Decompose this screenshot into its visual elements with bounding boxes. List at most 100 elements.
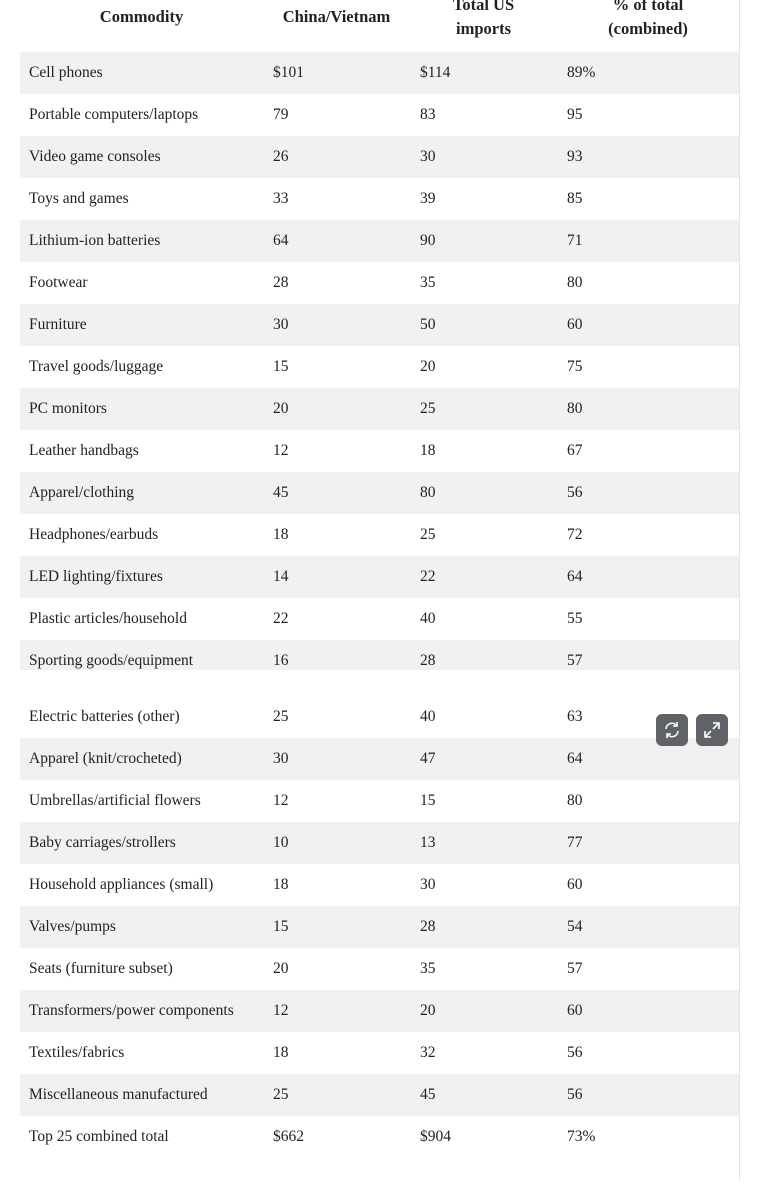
- table-cell: $662: [273, 1128, 304, 1145]
- table-row: Miscellaneous manufactured 25 45 56: [20, 1074, 739, 1116]
- table-cell: 67: [567, 442, 583, 459]
- table-cell: 80: [567, 274, 583, 291]
- table-row: Video game consoles 26 30 93: [20, 136, 739, 178]
- table-cell: 15: [420, 792, 436, 809]
- table-cell: 40: [420, 708, 436, 725]
- table-cell: 80: [567, 792, 583, 809]
- table-cell: 47: [420, 750, 436, 767]
- table-cell: 80: [567, 400, 583, 417]
- header-cell: Total US imports: [452, 0, 515, 38]
- table-cell: 95: [567, 106, 583, 123]
- table-cell: 15: [273, 358, 289, 375]
- table-row: Toys and games 33 39 85: [20, 178, 739, 220]
- table-header: Commodity China/Vietnam Total US imports % …: [20, 0, 739, 52]
- table-cell: 39: [420, 190, 436, 207]
- table-row: Transformers/power components 12 20 60: [20, 990, 739, 1032]
- table-cell: Toys and games: [29, 190, 129, 207]
- table-cell: $114: [420, 64, 451, 81]
- table-cell: 57: [567, 652, 583, 669]
- table-cell: 54: [567, 918, 583, 935]
- table-cell: 64: [273, 232, 289, 249]
- table-row: Travel goods/luggage 15 20 75: [20, 346, 739, 388]
- table-cell: 56: [567, 1086, 583, 1103]
- table-row: PC monitors 20 25 80: [20, 388, 739, 430]
- table-cell: 25: [420, 400, 436, 417]
- table-cell: 18: [273, 876, 289, 893]
- table-row: Furniture 30 50 60: [20, 304, 739, 346]
- table-cell: 25: [420, 526, 436, 543]
- table-cell: 22: [273, 610, 289, 627]
- table-cell: 60: [567, 316, 583, 333]
- table-cell: 30: [273, 750, 289, 767]
- table-cell: 26: [273, 148, 289, 165]
- table-row: Electric batteries (other) 25 40 63: [20, 696, 739, 738]
- table-row: Leather handbags 12 18 67: [20, 430, 739, 472]
- table-cell: 14: [273, 568, 289, 585]
- table-cell: 85: [567, 190, 583, 207]
- table-cell: 55: [567, 610, 583, 627]
- table-cell: 22: [420, 568, 436, 585]
- refresh-button[interactable]: [656, 714, 688, 746]
- header-cell: China/Vietnam: [282, 7, 391, 26]
- table-row: Seats (furniture subset) 20 35 57: [20, 948, 739, 990]
- header-cell: % of total (combined): [608, 0, 688, 38]
- table-row: Sporting goods/equipment 16 28 57: [20, 640, 739, 670]
- table-cell: 90: [420, 232, 436, 249]
- table-cell: 89%: [567, 64, 596, 81]
- table-cell: 71: [567, 232, 583, 249]
- table-cell: 30: [420, 148, 436, 165]
- table-row: Baby carriages/strollers 10 13 77: [20, 822, 739, 864]
- table-cell: Top 25 combined total: [29, 1128, 169, 1145]
- table-row: Apparel (knit/crocheted) 30 47 64: [20, 738, 739, 780]
- table-row: Portable computers/laptops 79 83 95: [20, 94, 739, 136]
- table-cell: Valves/pumps: [29, 918, 116, 935]
- table-cell: 18: [420, 442, 436, 459]
- table-cell: Apparel/clothing: [29, 484, 135, 501]
- table-cell: 35: [420, 960, 436, 977]
- table-cell: Furniture: [29, 316, 87, 333]
- table-cell: 77: [567, 834, 583, 851]
- table-cell: 30: [420, 876, 436, 893]
- table-row: Apparel/clothing 45 80 56: [20, 472, 739, 514]
- table: Commodity China/Vietnam Total US imports % …: [20, 0, 739, 1158]
- table-cell: 45: [273, 484, 289, 501]
- expand-icon: [704, 722, 720, 738]
- table-cell: PC monitors: [29, 400, 107, 417]
- table-cell: 79: [273, 106, 289, 123]
- table-row: Top 25 combined total $662 $904 73%: [20, 1116, 739, 1158]
- table-cell: Leather handbags: [29, 442, 139, 459]
- table-cell: 83: [420, 106, 436, 123]
- table-row: Umbrellas/artificial flowers 12 15 80: [20, 780, 739, 822]
- table-upper: Commodity China/Vietnam Total US imports % …: [20, 0, 739, 670]
- table-cell: Textiles/fabrics: [29, 1044, 125, 1061]
- table-cell: LED lighting/fixtures: [29, 568, 163, 585]
- table-row: Plastic articles/household 22 40 55: [20, 598, 739, 640]
- table-cell: Video game consoles: [29, 148, 161, 165]
- table-cell: 64: [567, 568, 583, 585]
- table-row: Cell phones $101 $114 89%: [20, 52, 739, 94]
- table-cell: 20: [420, 358, 436, 375]
- table-cell: 73%: [567, 1128, 596, 1145]
- table-cell: Household appliances (small): [29, 876, 214, 893]
- table-cell: 63: [567, 708, 583, 725]
- table-row: LED lighting/fixtures 14 22 64: [20, 556, 739, 598]
- table-cell: Apparel (knit/crocheted): [29, 750, 182, 767]
- table-cell: 93: [567, 148, 583, 165]
- header-cell: Commodity: [99, 7, 184, 26]
- table-row: Textiles/fabrics 18 32 56: [20, 1032, 739, 1074]
- table-row: Footwear 28 35 80: [20, 262, 739, 304]
- table-cell: 45: [420, 1086, 436, 1103]
- table-cell: $101: [273, 64, 304, 81]
- table-cell: 64: [567, 750, 583, 767]
- expand-button[interactable]: [696, 714, 728, 746]
- table-cell: 28: [420, 918, 436, 935]
- table-cell: 20: [273, 960, 289, 977]
- table-cell: 10: [273, 834, 289, 851]
- table-row: Household appliances (small) 18 30 60: [20, 864, 739, 906]
- table-cell: 25: [273, 1086, 289, 1103]
- table-cell: 60: [567, 1002, 583, 1019]
- table-cell: Electric batteries (other): [29, 708, 180, 725]
- table-cell: Baby carriages/strollers: [29, 834, 176, 851]
- table-cell: 57: [567, 960, 583, 977]
